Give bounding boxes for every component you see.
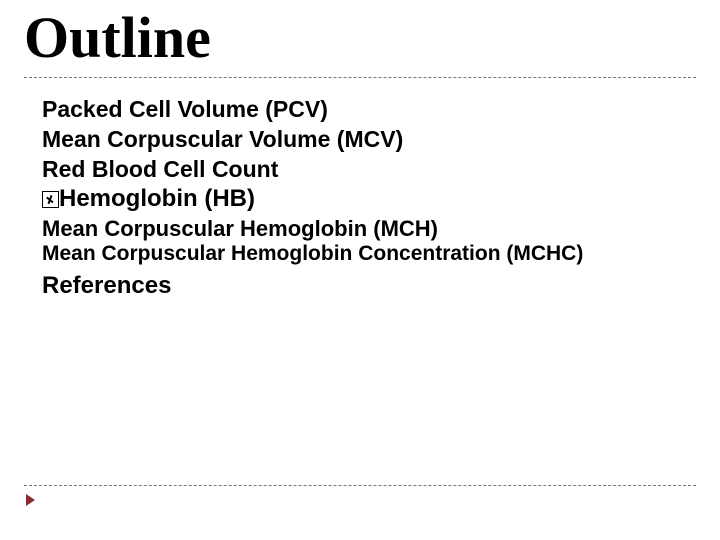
outline-item-label: Hemoglobin (HB)	[59, 185, 255, 212]
outline-list: Packed Cell Volume (PCV) Mean Corpuscula…	[0, 78, 720, 301]
outline-item: References	[42, 272, 720, 300]
outline-item: Mean Corpuscular Hemoglobin (MCH)	[42, 216, 720, 242]
footer-divider	[24, 485, 696, 486]
slide-title: Outline	[0, 0, 720, 75]
missing-glyph-icon	[42, 191, 59, 208]
outline-item: Mean Corpuscular Volume (MCV)	[42, 126, 720, 153]
outline-item: Packed Cell Volume (PCV)	[42, 96, 720, 123]
outline-item: Mean Corpuscular Hemoglobin Concentratio…	[42, 242, 720, 267]
outline-item: Red Blood Cell Count	[42, 156, 720, 183]
footer-marker-icon	[26, 494, 35, 506]
slide: Outline Packed Cell Volume (PCV) Mean Co…	[0, 0, 720, 540]
outline-item: Hemoglobin (HB)	[42, 185, 720, 213]
